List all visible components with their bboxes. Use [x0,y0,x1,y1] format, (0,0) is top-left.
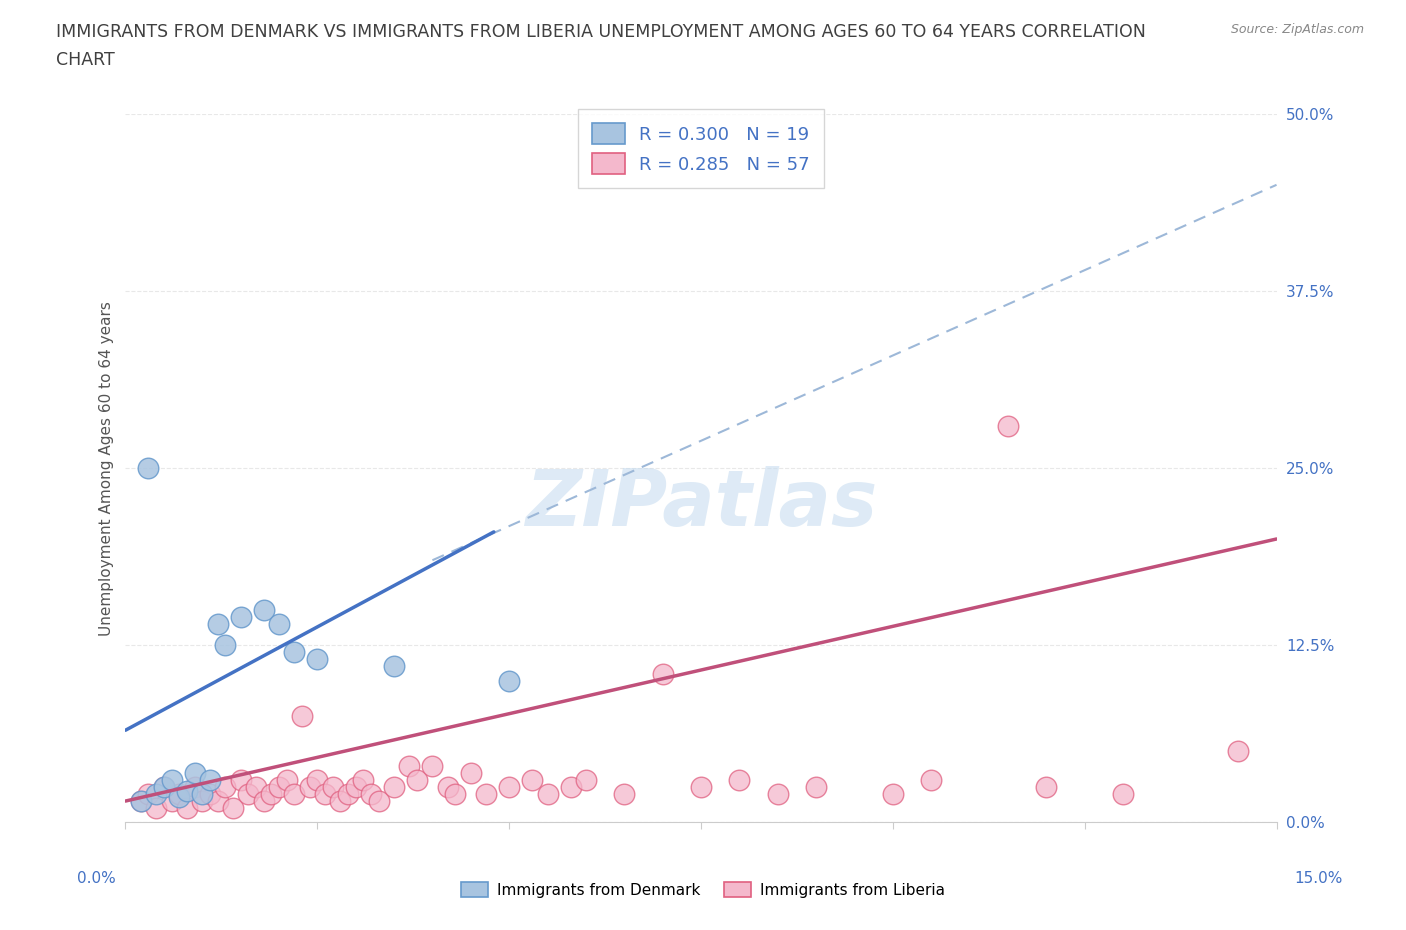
Legend: R = 0.300   N = 19, R = 0.285   N = 57: R = 0.300 N = 19, R = 0.285 N = 57 [578,109,824,189]
Point [444,787,467,802]
Point [804,779,827,794]
Point [307,772,329,787]
Point [191,793,214,808]
Point [245,779,267,794]
Point [314,787,336,802]
Y-axis label: Unemployment Among Ages 60 to 64 years: Unemployment Among Ages 60 to 64 years [100,300,114,635]
Point [267,617,290,631]
Point [367,793,389,808]
Point [129,793,152,808]
Point [360,787,382,802]
Point [214,779,236,794]
Point [575,772,598,787]
Point [329,793,352,808]
Point [1227,744,1250,759]
Point [167,787,190,802]
Point [229,609,252,624]
Point [153,779,176,794]
Point [129,793,152,808]
Point [498,779,520,794]
Point [145,801,167,816]
Point [160,772,183,787]
Point [138,460,160,475]
Text: CHART: CHART [56,51,115,69]
Point [406,772,429,787]
Point [229,772,252,787]
Point [298,779,321,794]
Text: 15.0%: 15.0% [1295,871,1343,886]
Point [475,787,498,802]
Point [536,787,558,802]
Point [167,790,190,804]
Point [322,779,344,794]
Point [307,652,329,667]
Legend: Immigrants from Denmark, Immigrants from Liberia: Immigrants from Denmark, Immigrants from… [454,875,952,904]
Point [183,779,205,794]
Point [276,772,298,787]
Point [382,779,405,794]
Point [176,801,198,816]
Point [138,787,160,802]
Point [283,787,305,802]
Point [214,638,236,653]
Point [613,787,636,802]
Point [145,787,167,802]
Point [267,779,290,794]
Point [183,765,205,780]
Point [160,793,183,808]
Point [920,772,942,787]
Point [260,787,283,802]
Point [997,418,1019,433]
Point [291,709,314,724]
Point [207,793,229,808]
Point [337,787,360,802]
Point [422,758,444,773]
Point [728,772,751,787]
Point [238,787,260,802]
Point [766,787,789,802]
Point [1035,779,1057,794]
Text: 0.0%: 0.0% [77,871,117,886]
Point [560,779,582,794]
Point [283,644,305,659]
Point [1112,787,1135,802]
Point [382,659,405,674]
Point [651,666,673,681]
Point [398,758,420,773]
Point [153,779,176,794]
Text: ZIPatlas: ZIPatlas [524,466,877,541]
Point [252,603,274,618]
Point [207,617,229,631]
Point [198,772,221,787]
Point [498,673,520,688]
Point [252,793,274,808]
Point [191,787,214,802]
Point [460,765,482,780]
Point [522,772,544,787]
Point [176,784,198,799]
Point [690,779,713,794]
Point [344,779,367,794]
Point [352,772,374,787]
Point [222,801,245,816]
Text: Source: ZipAtlas.com: Source: ZipAtlas.com [1230,23,1364,36]
Point [436,779,458,794]
Point [198,787,221,802]
Text: IMMIGRANTS FROM DENMARK VS IMMIGRANTS FROM LIBERIA UNEMPLOYMENT AMONG AGES 60 TO: IMMIGRANTS FROM DENMARK VS IMMIGRANTS FR… [56,23,1146,41]
Point [882,787,904,802]
